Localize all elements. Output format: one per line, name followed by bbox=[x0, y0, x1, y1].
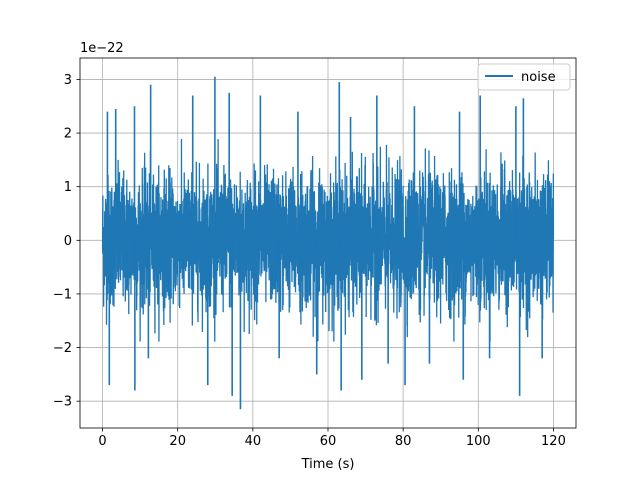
y-tick-label: 1 bbox=[64, 180, 72, 195]
x-axis-label: Time (s) bbox=[301, 457, 355, 472]
axes: 0 20 40 60 80 100 120 −3 −2 −1 0 1 2 3 bbox=[53, 57, 577, 449]
y-offset-text: 1e−22 bbox=[80, 41, 124, 56]
x-tick-label: 60 bbox=[320, 434, 337, 449]
y-tick-label: −1 bbox=[53, 287, 72, 302]
y-tick-label: 0 bbox=[64, 234, 72, 249]
y-tick-label: 3 bbox=[64, 73, 72, 88]
x-tick-label: 120 bbox=[541, 434, 566, 449]
y-tick-label: 2 bbox=[64, 127, 72, 142]
legend-label-noise: noise bbox=[521, 70, 556, 85]
legend: noise bbox=[477, 63, 571, 91]
x-tick-label: 80 bbox=[395, 434, 412, 449]
series-noise-line bbox=[101, 138, 555, 342]
y-tick-label: −3 bbox=[53, 395, 72, 410]
x-tick-label: 20 bbox=[169, 434, 186, 449]
x-tick-label: 0 bbox=[98, 434, 106, 449]
series-noise-layer bbox=[101, 76, 555, 410]
legend-box bbox=[477, 63, 571, 91]
y-tick-label: −2 bbox=[53, 341, 72, 356]
x-tick-label: 40 bbox=[245, 434, 262, 449]
x-tick-label: 100 bbox=[466, 434, 491, 449]
